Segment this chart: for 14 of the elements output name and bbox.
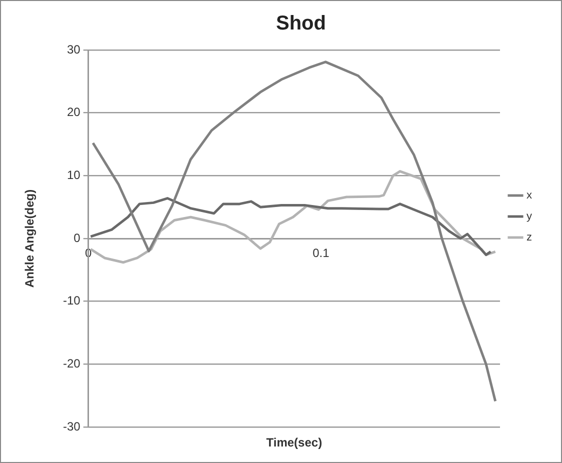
x-tick-label: 0.1	[312, 246, 330, 260]
legend-label: y	[526, 210, 532, 223]
y-tick-label: 30	[66, 42, 81, 56]
chart-title: Shod	[276, 12, 326, 35]
y-tick-label: 0	[74, 230, 81, 245]
y-tick-label: -10	[63, 294, 81, 308]
y-tick-label: -30	[63, 419, 81, 434]
legend-label: x	[526, 190, 532, 202]
y-axis-title: Ankle Angle(deg)	[22, 189, 37, 288]
x-axis-title: Time(sec)	[266, 435, 322, 450]
legend-label: z	[526, 232, 532, 244]
y-tick-label: -20	[63, 356, 81, 370]
y-tick-label: 20	[66, 105, 81, 120]
y-tick-label: 10	[66, 168, 81, 182]
